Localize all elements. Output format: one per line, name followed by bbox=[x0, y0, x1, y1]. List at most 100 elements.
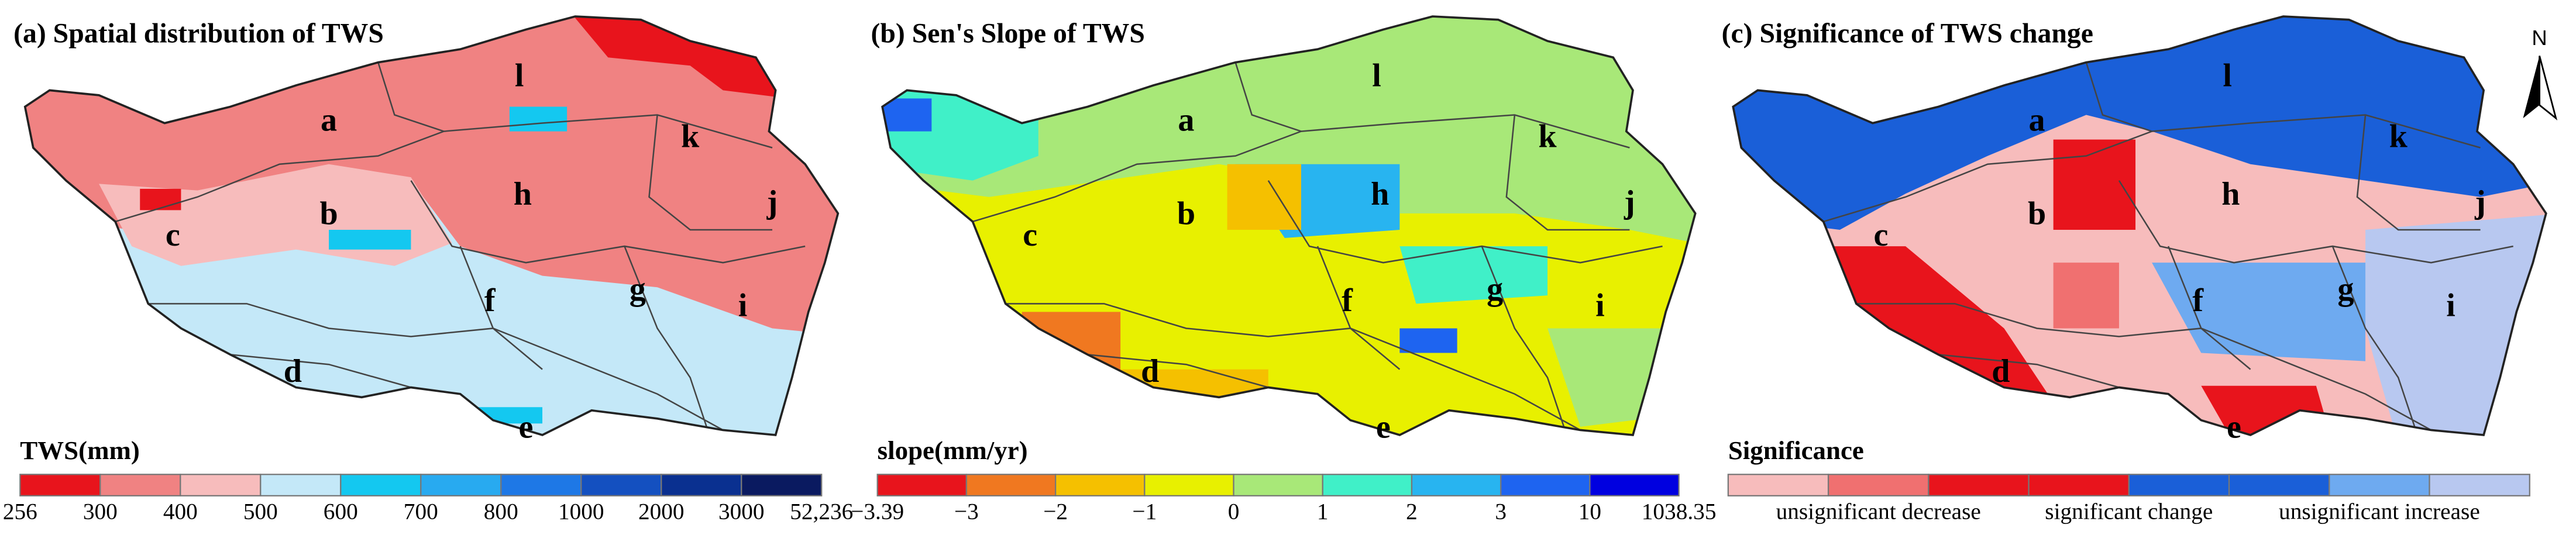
legend-label: −1 bbox=[1132, 499, 1157, 525]
region-label: c bbox=[1023, 217, 1037, 253]
basin-boundary bbox=[2085, 62, 2152, 132]
region-label: l bbox=[1372, 58, 1381, 94]
basin-boundary bbox=[2168, 246, 2251, 370]
region-label: l bbox=[2223, 58, 2232, 94]
map-area bbox=[214, 381, 280, 408]
legend-label: unsignificant decrease bbox=[1776, 499, 1981, 525]
region-label: f bbox=[1342, 282, 1353, 319]
legend-swatch bbox=[876, 474, 968, 496]
basin-boundary bbox=[1823, 114, 2481, 223]
basin-boundary bbox=[410, 180, 806, 264]
legend-swatch bbox=[260, 474, 342, 496]
region-label: j bbox=[2474, 184, 2486, 220]
region-label: h bbox=[514, 176, 532, 212]
map-area bbox=[2053, 263, 2119, 329]
region-label: g bbox=[1487, 271, 1503, 308]
map-area bbox=[2152, 263, 2366, 361]
basin-boundary bbox=[1087, 354, 1269, 388]
legend-swatch bbox=[2329, 474, 2430, 496]
region-label: k bbox=[1538, 119, 1557, 155]
legend-label: 3 bbox=[1495, 499, 1507, 525]
legend-label: 1 bbox=[1317, 499, 1329, 525]
legend-swatch bbox=[1054, 474, 1146, 496]
map-area bbox=[1823, 246, 2054, 402]
legend-swatch bbox=[1144, 474, 1234, 496]
map-area bbox=[1227, 164, 1301, 230]
legend-label: 10 bbox=[1578, 499, 1601, 525]
basin-boundary bbox=[1856, 303, 2431, 431]
legend-swatch bbox=[1411, 474, 1502, 496]
north-arrow-right bbox=[2539, 56, 2558, 120]
legend-swatch bbox=[580, 474, 662, 496]
legend-label: 800 bbox=[484, 499, 518, 525]
map-area bbox=[1399, 246, 1548, 304]
basin-boundary bbox=[1316, 246, 1401, 370]
region-label: k bbox=[681, 119, 700, 155]
map-outline bbox=[1732, 15, 2547, 436]
map-outline bbox=[881, 15, 1697, 436]
legend-swatch bbox=[180, 474, 262, 496]
region-label: d bbox=[1992, 353, 2010, 389]
legend-label: −3 bbox=[954, 499, 979, 525]
legend-label: 1000 bbox=[558, 499, 604, 525]
legend-label: 256 bbox=[3, 499, 37, 525]
legend-label: 0 bbox=[1228, 499, 1240, 525]
panel: (c) Significance of TWS change a b c d e f g h i j… bbox=[1722, 15, 2547, 525]
legend-label: significant change bbox=[2045, 499, 2213, 525]
basin-boundary bbox=[1938, 354, 2120, 388]
basin-boundary bbox=[148, 303, 724, 431]
legend-swatch bbox=[500, 474, 582, 496]
legend-swatch bbox=[661, 474, 742, 496]
legend-label: 300 bbox=[83, 499, 118, 525]
panel-title: (b) Sen's Slope of TWS bbox=[871, 18, 1144, 49]
legend-swatch bbox=[965, 474, 1057, 496]
region-label: g bbox=[2337, 271, 2354, 308]
basin-boundary bbox=[1481, 246, 1565, 427]
legend-swatch bbox=[741, 474, 823, 496]
legend-label: 600 bbox=[324, 499, 358, 525]
region-label: c bbox=[1873, 217, 1888, 253]
map bbox=[25, 16, 838, 435]
legend-swatch bbox=[340, 474, 422, 496]
panel-title: (c) Significance of TWS change bbox=[1722, 18, 2093, 49]
map-area bbox=[1022, 312, 1121, 386]
panel-title: (a) Spatial distribution of TWS bbox=[13, 18, 384, 49]
map-area bbox=[509, 106, 568, 132]
map-area bbox=[140, 188, 181, 211]
region-label: f bbox=[484, 282, 496, 319]
legend-label: 52,236 bbox=[790, 499, 853, 525]
legend-label: 2000 bbox=[638, 499, 685, 525]
region-label: a bbox=[1178, 102, 1194, 138]
map-area bbox=[2201, 385, 2333, 435]
region-label: l bbox=[515, 58, 524, 94]
north-arrow-left bbox=[2523, 56, 2540, 119]
basin-boundary bbox=[377, 62, 444, 132]
region-label: d bbox=[284, 353, 302, 389]
region-label: k bbox=[2389, 119, 2408, 155]
basin-boundary bbox=[1505, 115, 1630, 231]
north-arrow: N bbox=[2523, 26, 2558, 120]
legend-swatch bbox=[19, 474, 101, 496]
legend-swatch bbox=[1322, 474, 1413, 496]
region-label: e bbox=[518, 409, 533, 445]
region-label: h bbox=[2221, 176, 2240, 212]
region-label: a bbox=[2029, 102, 2045, 138]
region-label: j bbox=[766, 184, 778, 220]
basin-boundary bbox=[1234, 62, 1302, 132]
legend-title: slope(mm/yr) bbox=[878, 436, 1028, 465]
basin-boundary bbox=[230, 354, 411, 388]
legend-swatch bbox=[1589, 474, 1680, 496]
legend-swatch bbox=[1928, 474, 2030, 496]
basin-boundary bbox=[459, 246, 543, 370]
legend-label: −3.39 bbox=[851, 499, 904, 525]
legend-swatch bbox=[2429, 474, 2530, 496]
region-label: b bbox=[1177, 195, 1195, 232]
legend-swatch bbox=[99, 474, 181, 496]
region-label: f bbox=[2192, 282, 2204, 319]
basin-boundary bbox=[2331, 246, 2416, 427]
panel: (a) Spatial distribution of TWS a b c d e f g h i… bbox=[3, 15, 853, 525]
basin-boundary bbox=[115, 114, 773, 223]
region-label: e bbox=[1376, 409, 1391, 445]
